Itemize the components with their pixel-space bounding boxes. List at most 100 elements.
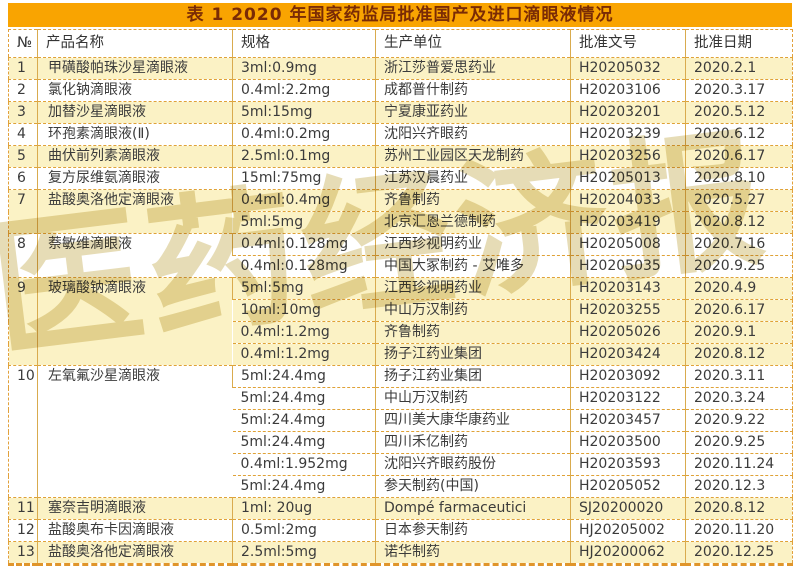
manufacturer-name: 参天制药(中国) xyxy=(375,475,571,498)
spec-value: 0.4ml:0.2mg xyxy=(232,123,376,146)
approval-date: 2020.9.1 xyxy=(685,321,793,344)
row-number: 1 xyxy=(8,57,38,80)
approval-date: 2020.8.12 xyxy=(685,211,793,234)
row-number: 4 xyxy=(8,123,38,146)
manufacturer-name: 苏州工业园区天龙制药 xyxy=(375,145,571,168)
approval-number: H20205008 xyxy=(570,233,686,256)
spec-value: 5ml:24.4mg xyxy=(232,475,376,498)
approval-number: H20203593 xyxy=(570,453,686,476)
row-number: 9 xyxy=(8,277,38,366)
manufacturer-name: 中国大冢制药 - 艾唯多 xyxy=(375,255,571,278)
spec-value: 2.5ml:0.1mg xyxy=(232,145,376,168)
table-row: 5 曲伏前列素滴眼液 2.5ml:0.1mg 苏州工业园区天龙制药 H20203256 2… xyxy=(8,145,793,168)
spec-value: 5ml:24.4mg xyxy=(232,387,376,410)
approval-date: 2020.5.27 xyxy=(685,189,793,212)
approval-date: 2020.8.10 xyxy=(685,167,793,190)
manufacturer-name: 成都普什制药 xyxy=(375,79,571,102)
approval-date: 2020.6.17 xyxy=(685,299,793,322)
row-number: 11 xyxy=(8,497,38,520)
spec-value: 10ml:10mg xyxy=(232,299,376,322)
row-number: 6 xyxy=(8,167,38,190)
table-row: 0.4ml:0.128mg 中国大冢制药 - 艾唯多 H20205035 2020.9… xyxy=(9,255,793,278)
approval-date: 2020.9.25 xyxy=(685,255,793,278)
approval-number: H20205052 xyxy=(570,475,686,498)
col-header-no: № xyxy=(8,29,38,58)
row-number: 7 xyxy=(8,189,38,234)
table-row: 5ml:24.4mg 四川美大康华康药业 H20203457 2020.9.22 xyxy=(9,409,793,432)
spec-value: 0.5ml:2mg xyxy=(232,519,376,542)
spec-value: 5ml:24.4mg xyxy=(232,431,376,454)
manufacturer-name: 齐鲁制药 xyxy=(375,321,571,344)
table-title: 表 1 2020 年国家药监局批准国产及进口滴眼液情况 xyxy=(8,3,792,27)
approval-number: H20203201 xyxy=(570,101,686,124)
approval-date: 2020.8.12 xyxy=(685,497,793,520)
table-row: 6 复方尿维氨滴眼液 15ml:75mg 江苏汉晨药业 H20205013 2020.8.… xyxy=(8,167,793,190)
approval-number: H20205032 xyxy=(570,57,686,80)
manufacturer-name: 中山万汉制药 xyxy=(375,387,571,410)
approval-date: 2020.6.12 xyxy=(685,123,793,146)
row-number: 10 xyxy=(8,365,38,498)
table-row: 11 塞奈吉明滴眼液 1ml: 20ug Dompé farmaceutici SJ20… xyxy=(8,497,793,520)
table-row: 12 盐酸奥布卡因滴眼液 0.5ml:2mg 日本参天制药 HJ20205002 2020… xyxy=(8,519,793,542)
approval-date: 2020.4.9 xyxy=(685,277,793,300)
spec-value: 0.4ml:1.2mg xyxy=(232,343,376,366)
spec-value: 5ml:5mg xyxy=(232,277,376,300)
spec-value: 0.4ml:0.128mg xyxy=(232,233,376,256)
approval-number: H20205035 xyxy=(570,255,686,278)
table-row: 7 盐酸奥洛他定滴眼液 0.4ml:0.4mg 齐鲁制药 H20204033 2020.5… xyxy=(8,189,793,234)
manufacturer-name: 沈阳兴齐眼药 xyxy=(375,123,571,146)
approval-number: H20203457 xyxy=(570,409,686,432)
approval-date: 2020.12.25 xyxy=(685,541,793,565)
manufacturer-name: 诺华制药 xyxy=(375,541,571,565)
table-row: 13 盐酸奥洛他定滴眼液 2.5ml:5mg 诺华制药 HJ20200062 2020.1… xyxy=(8,541,793,565)
manufacturer-name: 浙江莎普爱思药业 xyxy=(375,57,571,80)
spec-value: 0.4ml:2.2mg xyxy=(232,79,376,102)
spec-value: 1ml: 20ug xyxy=(232,497,376,520)
approval-number: H20203419 xyxy=(570,211,686,234)
product-name: 盐酸奥洛他定滴眼液 xyxy=(37,189,233,234)
manufacturer-name: 扬子江药业集团 xyxy=(375,343,571,366)
approval-number: H20203106 xyxy=(570,79,686,102)
spec-value: 5ml:5mg xyxy=(232,211,376,234)
header-row: № 产品名称 规格 生产单位 批准文号 批准日期 xyxy=(8,29,793,58)
manufacturer-name: 江西珍视明药业 xyxy=(375,277,571,300)
approval-number: H20204033 xyxy=(570,189,686,212)
manufacturer-name: Dompé farmaceutici xyxy=(375,497,571,520)
product-name: 加替沙星滴眼液 xyxy=(37,101,233,124)
table-row: 9 玻璃酸钠滴眼液 5ml:5mg 江西珍视明药业 H20203143 2020.4.9 xyxy=(8,277,793,366)
product-name: 曲伏前列素滴眼液 xyxy=(37,145,233,168)
approval-date: 2020.12.3 xyxy=(685,475,793,498)
manufacturer-name: 扬子江药业集团 xyxy=(375,365,571,388)
table-row: 4 环孢素滴眼液(Ⅱ) 0.4ml:0.2mg 沈阳兴齐眼药 H20203239 2020… xyxy=(8,123,793,146)
row-number: 12 xyxy=(8,519,38,542)
spec-value: 5ml:15mg xyxy=(232,101,376,124)
approval-number: H20203239 xyxy=(570,123,686,146)
table-row: 0.4ml:1.2mg 扬子江药业集团 H20203424 2020.8.12 xyxy=(9,343,793,366)
product-name: 盐酸奥布卡因滴眼液 xyxy=(37,519,233,542)
approval-number: H20203092 xyxy=(570,365,686,388)
product-name: 塞奈吉明滴眼液 xyxy=(37,497,233,520)
manufacturer-name: 北京汇恩兰德制药 xyxy=(375,211,571,234)
row-number: 5 xyxy=(8,145,38,168)
manufacturer-name: 齐鲁制药 xyxy=(375,189,571,212)
spec-value: 5ml:24.4mg xyxy=(232,365,376,388)
spec-value: 0.4ml:0.128mg xyxy=(232,255,376,278)
table-row: 2 氯化钠滴眼液 0.4ml:2.2mg 成都普什制药 H20203106 2020.3.… xyxy=(8,79,793,102)
product-name: 甲磺酸帕珠沙星滴眼液 xyxy=(37,57,233,80)
table-row: 8 萘敏维滴眼液 0.4ml:0.128mg 江西珍视明药业 H20205008 2020… xyxy=(8,233,793,278)
approval-date: 2020.11.20 xyxy=(685,519,793,542)
manufacturer-name: 沈阳兴齐眼药股份 xyxy=(375,453,571,476)
table-body: 1 甲磺酸帕珠沙星滴眼液 3ml:0.9mg 浙江莎普爱思药业 H20205032 202… xyxy=(8,57,793,565)
manufacturer-name: 日本参天制药 xyxy=(375,519,571,542)
approval-number: HJ20200062 xyxy=(570,541,686,565)
approval-date: 2020.5.12 xyxy=(685,101,793,124)
spec-value: 0.4ml:1.952mg xyxy=(232,453,376,476)
table-header-row: № 产品名称 规格 生产单位 批准文号 批准日期 xyxy=(8,29,793,58)
table-row: 0.4ml:1.2mg 齐鲁制药 H20205026 2020.9.1 xyxy=(9,321,793,344)
spec-value: 2.5ml:5mg xyxy=(232,541,376,565)
approval-number: H20203255 xyxy=(570,299,686,322)
product-name: 氯化钠滴眼液 xyxy=(37,79,233,102)
approval-number: H20203122 xyxy=(570,387,686,410)
spec-value: 3ml:0.9mg xyxy=(232,57,376,80)
col-header-number: 批准文号 xyxy=(570,29,686,58)
